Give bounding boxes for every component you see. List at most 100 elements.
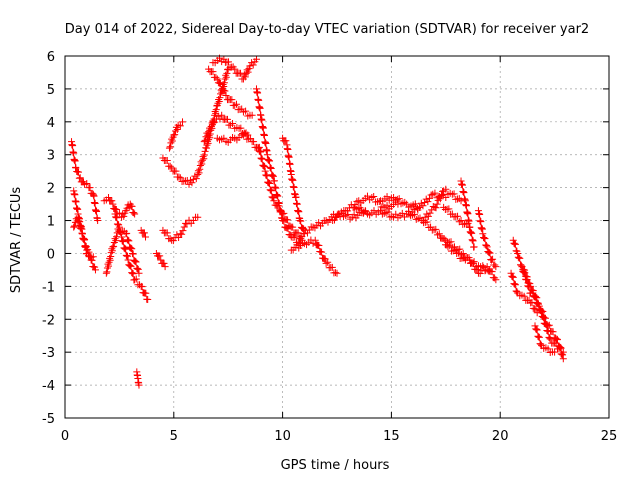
data-point-marker — [131, 257, 139, 265]
data-point-marker — [126, 244, 134, 252]
data-point-marker — [470, 243, 478, 251]
data-point-marker — [311, 236, 319, 244]
data-point-marker — [127, 262, 135, 270]
data-point-marker — [222, 73, 230, 81]
data-point-marker — [491, 261, 499, 269]
data-point-marker — [535, 333, 543, 341]
data-point-marker — [108, 247, 116, 255]
data-point-marker — [546, 335, 554, 343]
data-point-marker — [107, 249, 115, 257]
data-point-marker — [432, 225, 440, 233]
series-arc-25 — [405, 185, 465, 225]
data-point-marker — [175, 173, 183, 181]
data-point-marker — [176, 122, 184, 130]
data-point-marker — [559, 348, 567, 356]
data-point-marker — [255, 144, 263, 152]
series-arc-7 — [137, 226, 150, 241]
data-point-marker — [204, 139, 212, 147]
data-point-marker — [545, 321, 553, 329]
data-point-marker — [383, 201, 391, 209]
data-point-marker — [132, 275, 140, 283]
data-point-marker — [479, 262, 487, 270]
data-point-marker — [559, 355, 567, 363]
data-point-marker — [132, 258, 140, 266]
y-tick-label: -1 — [42, 280, 55, 295]
data-point-marker — [267, 187, 275, 195]
y-tick-label: -3 — [42, 346, 55, 361]
data-point-marker — [212, 106, 220, 114]
data-point-marker — [459, 249, 467, 257]
data-point-marker — [431, 189, 439, 197]
data-point-marker — [510, 280, 518, 288]
data-point-marker — [105, 262, 113, 270]
data-point-marker — [200, 138, 208, 146]
data-point-marker — [540, 313, 548, 321]
data-point-marker — [485, 248, 493, 256]
data-point-marker — [144, 296, 152, 304]
data-point-marker — [520, 292, 528, 300]
data-point-marker — [128, 245, 136, 253]
data-point-marker — [76, 174, 84, 182]
data-point-marker — [536, 340, 544, 348]
data-point-marker — [289, 176, 297, 184]
data-point-marker — [178, 230, 186, 238]
data-point-marker — [214, 99, 222, 107]
data-point-marker — [553, 335, 561, 343]
data-point-marker — [248, 111, 256, 119]
data-point-marker — [427, 191, 435, 199]
data-point-marker — [103, 268, 111, 276]
data-point-marker — [123, 229, 131, 237]
data-point-marker — [74, 213, 82, 221]
data-point-marker — [482, 242, 490, 250]
data-point-marker — [297, 217, 305, 225]
data-point-marker — [106, 256, 114, 264]
data-point-marker — [161, 263, 169, 271]
data-point-marker — [296, 217, 304, 225]
series-arc-35 — [529, 289, 567, 356]
data-point-marker — [292, 193, 300, 201]
data-point-marker — [206, 126, 214, 134]
data-point-marker — [192, 175, 200, 183]
series-arc-15 — [209, 54, 260, 83]
series-arc-24 — [377, 189, 450, 212]
data-point-marker — [179, 118, 187, 126]
data-point-marker — [183, 220, 191, 228]
data-point-marker — [267, 164, 275, 172]
data-point-marker — [228, 96, 236, 104]
data-point-marker — [169, 237, 177, 245]
data-point-marker — [527, 282, 535, 290]
series-arc-12 — [165, 118, 187, 152]
data-point-marker — [117, 228, 125, 236]
data-point-marker — [124, 252, 132, 260]
series-arc-16 — [205, 65, 256, 120]
data-point-marker — [289, 223, 297, 231]
data-point-marker — [483, 243, 491, 251]
data-point-marker — [416, 203, 424, 211]
data-point-marker — [333, 269, 341, 277]
data-point-marker — [392, 210, 400, 218]
data-layer — [68, 54, 567, 389]
data-point-marker — [432, 204, 440, 212]
data-point-marker — [286, 160, 294, 168]
data-point-marker — [195, 169, 203, 177]
data-point-marker — [511, 240, 519, 248]
data-point-marker — [363, 192, 371, 200]
data-point-marker — [456, 245, 464, 253]
data-point-marker — [318, 248, 326, 256]
data-point-marker — [83, 180, 91, 188]
data-point-marker — [244, 68, 252, 76]
data-point-marker — [264, 156, 272, 164]
data-point-marker — [166, 143, 174, 151]
grid-layer — [65, 56, 609, 418]
data-point-marker — [213, 75, 221, 83]
data-point-marker — [260, 132, 268, 140]
data-point-marker — [290, 183, 298, 191]
data-point-marker — [481, 235, 489, 243]
y-tick-label: 6 — [47, 50, 55, 65]
data-point-marker — [328, 263, 336, 271]
y-tick-label: -4 — [42, 379, 55, 394]
data-point-marker — [554, 336, 562, 344]
data-point-marker — [509, 273, 517, 281]
data-point-marker — [112, 237, 120, 245]
